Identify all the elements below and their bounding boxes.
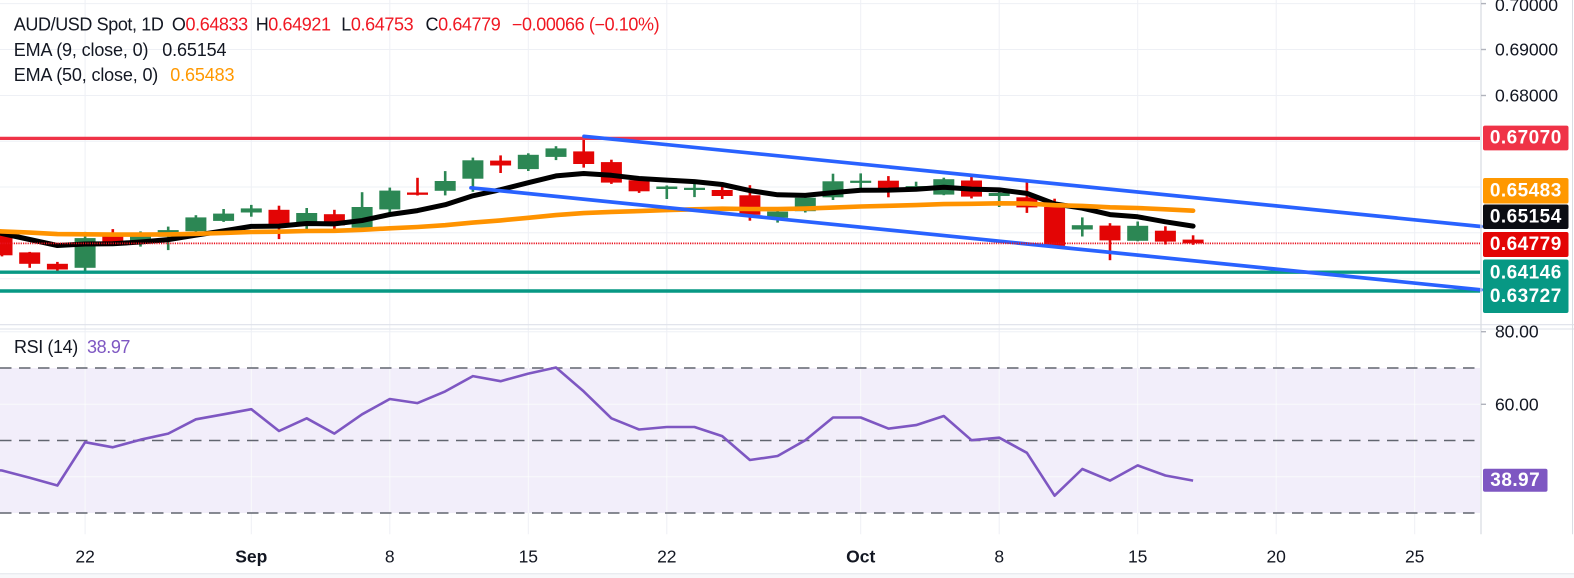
svg-text:L0.64753: L0.64753 bbox=[341, 15, 413, 35]
svg-text:H0.64921: H0.64921 bbox=[256, 15, 331, 35]
svg-text:0.63727: 0.63727 bbox=[1490, 286, 1562, 307]
svg-text:Oct: Oct bbox=[846, 547, 875, 567]
svg-text:8: 8 bbox=[994, 547, 1004, 567]
svg-text:0.64779: 0.64779 bbox=[1490, 234, 1562, 255]
svg-text:60.00: 60.00 bbox=[1495, 394, 1539, 414]
svg-text:15: 15 bbox=[1128, 547, 1147, 567]
svg-text:0.67070: 0.67070 bbox=[1490, 128, 1562, 149]
svg-text:RSI (14): RSI (14) bbox=[14, 337, 78, 357]
svg-text:0.64146: 0.64146 bbox=[1490, 262, 1562, 283]
svg-text:38.97: 38.97 bbox=[1490, 470, 1540, 491]
svg-text:0.65483: 0.65483 bbox=[170, 65, 234, 85]
svg-text:0.65483: 0.65483 bbox=[1490, 180, 1562, 201]
svg-text:38.97: 38.97 bbox=[87, 337, 130, 357]
svg-text:0.69000: 0.69000 bbox=[1495, 40, 1558, 60]
svg-text:80.00: 80.00 bbox=[1495, 322, 1539, 342]
svg-text:AUD/USD Spot, 1D: AUD/USD Spot, 1D bbox=[14, 15, 164, 35]
svg-text:−0.00066 (−0.10%): −0.00066 (−0.10%) bbox=[512, 15, 659, 35]
svg-text:EMA (50, close, 0): EMA (50, close, 0) bbox=[14, 65, 158, 85]
svg-text:C0.64779: C0.64779 bbox=[426, 15, 501, 35]
svg-text:0.65154: 0.65154 bbox=[1490, 206, 1562, 227]
svg-text:0.68000: 0.68000 bbox=[1495, 86, 1558, 106]
svg-text:Sep: Sep bbox=[235, 547, 267, 567]
svg-text:0.70000: 0.70000 bbox=[1495, 0, 1558, 15]
svg-text:22: 22 bbox=[657, 547, 676, 567]
svg-text:20: 20 bbox=[1266, 547, 1286, 567]
svg-text:0.65154: 0.65154 bbox=[162, 40, 226, 60]
svg-text:15: 15 bbox=[519, 547, 538, 567]
svg-text:25: 25 bbox=[1405, 547, 1424, 567]
svg-text:8: 8 bbox=[385, 547, 395, 567]
svg-text:O0.64833: O0.64833 bbox=[172, 15, 248, 35]
svg-text:EMA (9, close, 0): EMA (9, close, 0) bbox=[14, 40, 149, 60]
svg-text:22: 22 bbox=[75, 547, 94, 567]
